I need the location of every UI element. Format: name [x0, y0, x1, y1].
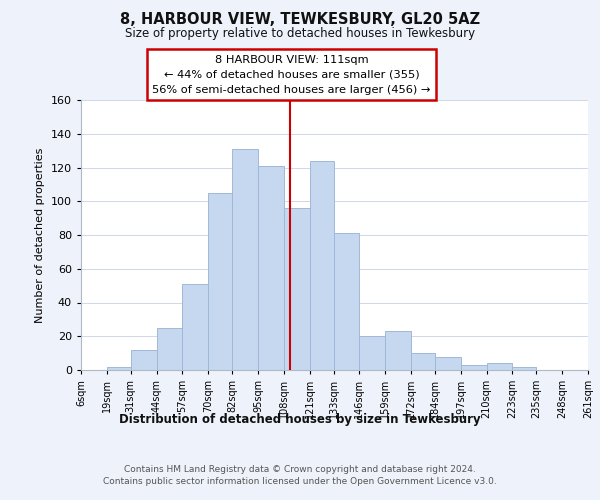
Bar: [334, 234, 359, 370]
Bar: [208, 193, 232, 370]
Bar: [385, 331, 411, 370]
Text: Contains public sector information licensed under the Open Government Licence v3: Contains public sector information licen…: [103, 478, 497, 486]
Text: 8 HARBOUR VIEW: 111sqm
← 44% of detached houses are smaller (355)
56% of semi-de: 8 HARBOUR VIEW: 111sqm ← 44% of detached…: [152, 55, 431, 94]
Bar: [284, 208, 310, 370]
Bar: [461, 365, 487, 370]
Text: Contains HM Land Registry data © Crown copyright and database right 2024.: Contains HM Land Registry data © Crown c…: [124, 465, 476, 474]
Bar: [512, 366, 536, 370]
Bar: [435, 356, 461, 370]
Bar: [232, 149, 258, 370]
Bar: [310, 161, 334, 370]
Bar: [411, 353, 435, 370]
Y-axis label: Number of detached properties: Number of detached properties: [35, 148, 45, 322]
Bar: [182, 284, 208, 370]
Text: Distribution of detached houses by size in Tewkesbury: Distribution of detached houses by size …: [119, 412, 481, 426]
Bar: [131, 350, 157, 370]
Bar: [107, 366, 131, 370]
Bar: [359, 336, 385, 370]
Bar: [258, 166, 284, 370]
Bar: [487, 363, 512, 370]
Bar: [157, 328, 182, 370]
Text: 8, HARBOUR VIEW, TEWKESBURY, GL20 5AZ: 8, HARBOUR VIEW, TEWKESBURY, GL20 5AZ: [120, 12, 480, 28]
Text: Size of property relative to detached houses in Tewkesbury: Size of property relative to detached ho…: [125, 28, 475, 40]
